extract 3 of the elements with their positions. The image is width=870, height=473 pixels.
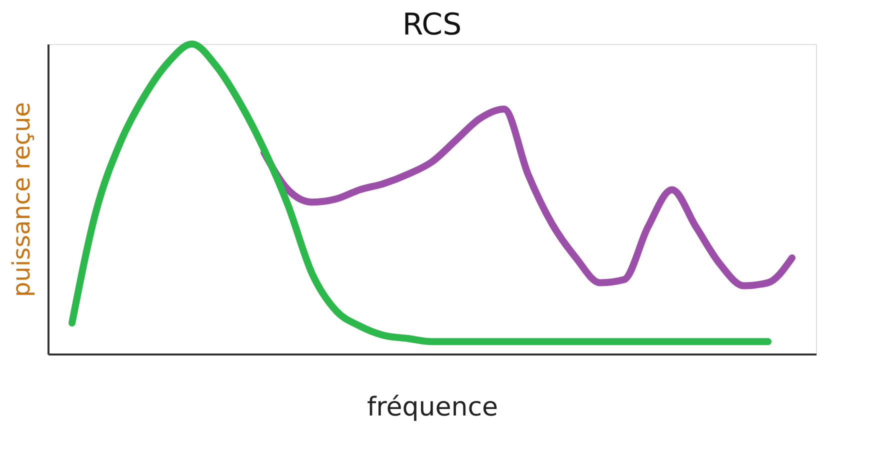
y-axis-title: puissance reçue (8, 102, 36, 297)
x-axis-title: fréquence (366, 392, 498, 422)
chart-title: RCS (402, 8, 462, 42)
